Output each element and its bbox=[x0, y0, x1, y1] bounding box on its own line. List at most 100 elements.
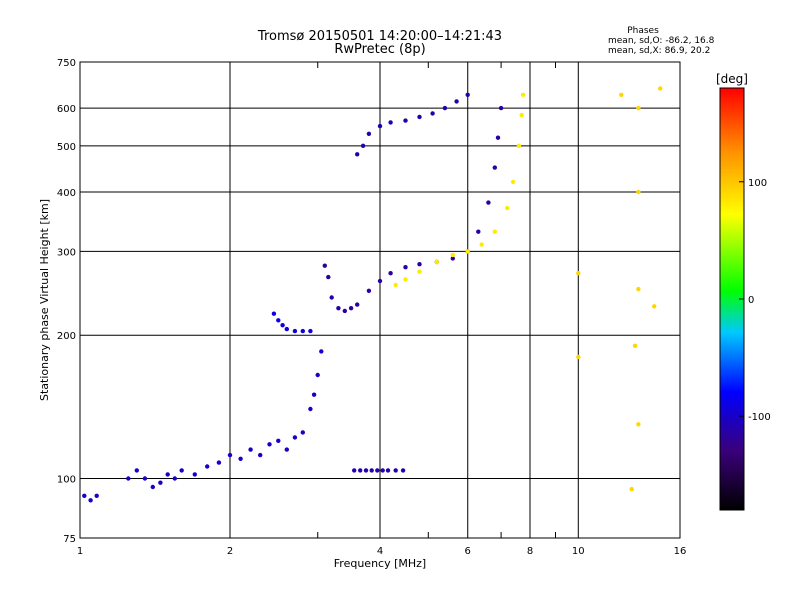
echo-point bbox=[322, 263, 327, 268]
echo-point bbox=[216, 460, 222, 465]
x-tick-label: 4 bbox=[377, 546, 383, 557]
echo-point bbox=[88, 498, 93, 503]
echo-point bbox=[505, 205, 510, 211]
echo-point bbox=[492, 165, 497, 170]
echo-point bbox=[388, 120, 393, 125]
y-tick-label: 750 bbox=[57, 58, 76, 69]
colorbar-ticks: -100 0 100 bbox=[739, 178, 771, 423]
phase-stat-o: mean, sd,O: -86.2, 16.8 bbox=[608, 36, 715, 46]
x-tick-label: 16 bbox=[674, 546, 687, 557]
echo-point bbox=[352, 468, 357, 473]
echo-point bbox=[385, 468, 391, 473]
echo-point bbox=[450, 256, 455, 261]
echo-point bbox=[292, 328, 298, 334]
echo-point bbox=[492, 229, 497, 234]
echo-point bbox=[336, 306, 341, 311]
echo-point bbox=[400, 468, 406, 473]
echo-point bbox=[442, 105, 448, 111]
echo-point bbox=[355, 302, 360, 307]
echo-point bbox=[652, 304, 657, 309]
x-ticks: 1 2 4 6 8 10 16 bbox=[77, 62, 687, 557]
echo-point bbox=[271, 311, 277, 316]
echo-point bbox=[319, 349, 324, 354]
colorbar-label: [deg] bbox=[716, 72, 748, 86]
echo-point bbox=[576, 271, 581, 276]
colorbar-tick-label: 0 bbox=[748, 295, 754, 306]
colorbar: [deg] -100 0 100 bbox=[716, 72, 771, 511]
grid-lines bbox=[80, 62, 680, 538]
echo-point bbox=[576, 354, 581, 360]
x-tick-label: 8 bbox=[527, 546, 533, 557]
echo-point bbox=[465, 92, 470, 98]
echo-point bbox=[498, 105, 504, 111]
echo-point bbox=[267, 442, 272, 447]
echo-point bbox=[417, 114, 422, 120]
plot-area: 1 2 4 6 8 10 16 75 100 200 300 400 500 600 750 bbox=[57, 58, 686, 557]
echo-point bbox=[369, 468, 374, 473]
y-tick-label: 600 bbox=[57, 104, 76, 115]
data-points bbox=[82, 86, 663, 503]
echo-point bbox=[126, 476, 131, 481]
echo-point bbox=[134, 468, 139, 473]
echo-point bbox=[308, 406, 313, 412]
echo-point bbox=[300, 328, 305, 334]
echo-point bbox=[227, 452, 233, 458]
echo-point bbox=[519, 112, 524, 118]
x-tick-label: 2 bbox=[227, 546, 233, 557]
echo-point bbox=[636, 422, 641, 427]
echo-point bbox=[380, 468, 385, 473]
echo-point bbox=[276, 318, 281, 323]
echo-point bbox=[284, 326, 289, 332]
echo-point bbox=[454, 99, 459, 104]
echo-point bbox=[403, 265, 408, 270]
echo-point bbox=[636, 105, 641, 111]
echo-point bbox=[465, 249, 470, 254]
echo-point bbox=[342, 308, 347, 314]
echo-point bbox=[142, 476, 148, 481]
echo-point bbox=[658, 86, 663, 91]
echo-point bbox=[403, 118, 408, 123]
echo-point bbox=[375, 468, 380, 473]
echo-point bbox=[495, 135, 501, 140]
echo-point bbox=[192, 472, 197, 477]
echo-point bbox=[486, 200, 491, 205]
echo-point bbox=[94, 493, 99, 498]
echo-point bbox=[165, 472, 170, 477]
echo-point bbox=[450, 252, 455, 258]
x-tick-label: 10 bbox=[572, 546, 585, 557]
echo-point bbox=[479, 242, 484, 247]
echo-point bbox=[388, 271, 393, 276]
echo-point bbox=[366, 288, 372, 293]
echo-point bbox=[292, 435, 298, 440]
y-tick-label: 400 bbox=[57, 188, 76, 199]
echo-point bbox=[358, 468, 363, 473]
phase-header: Phases bbox=[627, 26, 659, 36]
chart-title: Tromsø 20150501 14:20:00–14:21:43 bbox=[257, 29, 502, 44]
colorbar-tick-label: 100 bbox=[748, 178, 767, 189]
echo-point bbox=[276, 438, 281, 443]
chart-subtitle: RwPretec (8p) bbox=[334, 42, 425, 57]
echo-point bbox=[280, 323, 285, 328]
echo-point bbox=[355, 152, 360, 157]
echo-point bbox=[300, 430, 305, 435]
y-tick-label: 200 bbox=[57, 331, 76, 342]
echo-point bbox=[308, 328, 313, 334]
echo-point bbox=[179, 468, 184, 473]
x-axis-label: Frequency [MHz] bbox=[334, 557, 426, 570]
echo-point bbox=[360, 143, 366, 148]
echo-point bbox=[417, 262, 422, 267]
echo-point bbox=[329, 295, 334, 300]
echo-point bbox=[348, 306, 354, 311]
echo-point bbox=[510, 179, 516, 185]
echo-point bbox=[205, 464, 210, 469]
echo-point bbox=[619, 92, 624, 98]
echo-point bbox=[403, 277, 408, 282]
phase-stat-x: mean, sd,X: 86.9, 20.2 bbox=[608, 46, 710, 56]
colorbar-tick-label: -100 bbox=[748, 412, 771, 423]
echo-point bbox=[417, 269, 422, 274]
echo-point bbox=[82, 493, 87, 498]
echo-point bbox=[238, 456, 243, 461]
echo-point bbox=[158, 480, 163, 485]
echo-point bbox=[315, 372, 320, 378]
echo-point bbox=[363, 468, 369, 473]
